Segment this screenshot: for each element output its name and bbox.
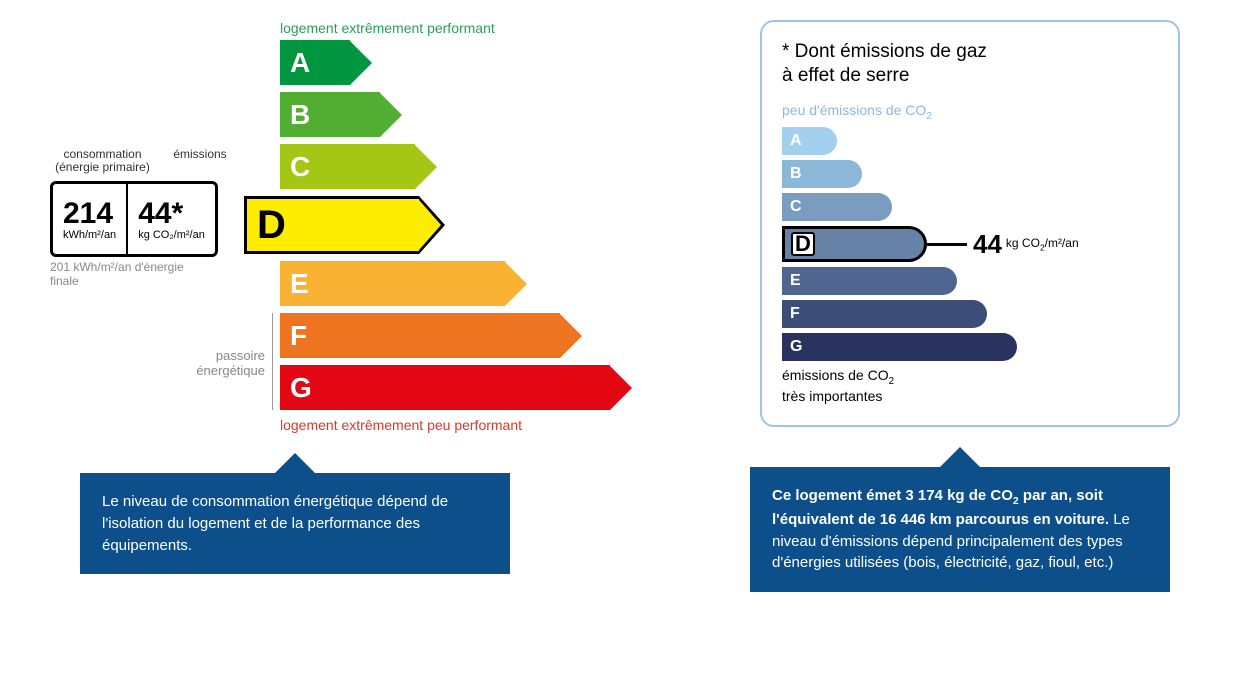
ges-row-c: C xyxy=(782,193,1158,221)
dpe-callout-text: Le niveau de consommation énergétique dé… xyxy=(102,493,448,554)
dpe-bars: ABCconsommation(énergie primaire)émissio… xyxy=(20,40,660,410)
ges-bar-label: D xyxy=(791,232,815,256)
ges-bottom-label: émissions de CO2très importantes xyxy=(782,367,1158,404)
ges-row-e: E xyxy=(782,267,1158,295)
page-container: logement extrêmement performant ABCconso… xyxy=(20,20,1215,592)
dpe-arrow-label: A xyxy=(280,40,350,85)
dpe-row-d: consommation(énergie primaire)émissions2… xyxy=(20,196,660,254)
dpe-consumption-unit: kWh/m²/an xyxy=(63,229,116,241)
ges-row-g: G xyxy=(782,333,1158,361)
ges-bar-g: G xyxy=(782,333,1017,361)
ges-row-d: D 44kg CO2/m²/an xyxy=(782,226,1158,262)
ges-bar-a: A xyxy=(782,127,837,155)
dpe-value-box: 214kWh/m²/an44*kg CO₂/m²/an xyxy=(50,181,218,257)
dpe-callout: Le niveau de consommation énergétique dé… xyxy=(80,473,510,574)
dpe-value-emissions: 44*kg CO₂/m²/an xyxy=(128,184,215,254)
dpe-arrow-label: G xyxy=(280,365,610,410)
dpe-emissions-value: 44* xyxy=(138,199,205,229)
ges-bar-b: B xyxy=(782,160,862,188)
ges-row-a: A xyxy=(782,127,1158,155)
ges-row-f: F xyxy=(782,300,1158,328)
dpe-panel: logement extrêmement performant ABCconso… xyxy=(20,20,660,574)
ges-row-b: B xyxy=(782,160,1158,188)
dpe-value-consumption: 214kWh/m²/an xyxy=(53,184,126,254)
ges-bars: ABCD 44kg CO2/m²/an EFG xyxy=(782,127,1158,361)
ges-top-label: peu d'émissions de CO2 xyxy=(782,102,1158,122)
ges-panel: * Dont émissions de gazà effet de serre … xyxy=(760,20,1180,592)
ges-card: * Dont émissions de gazà effet de serre … xyxy=(760,20,1180,427)
dpe-top-label: logement extrêmement performant xyxy=(280,20,660,36)
dpe-value-headers: consommation(énergie primaire)émissions xyxy=(50,148,245,174)
dpe-emissions-unit: kg CO₂/m²/an xyxy=(138,229,205,241)
dpe-arrow-b: B xyxy=(280,92,402,137)
ges-bar-f: F xyxy=(782,300,987,328)
dpe-arrow-label: C xyxy=(280,144,415,189)
dpe-arrow-f: F xyxy=(280,313,582,358)
ges-bar-d: D xyxy=(782,226,927,262)
dpe-arrow-a: A xyxy=(280,40,372,85)
ges-unit: kg CO2/m²/an xyxy=(1006,236,1079,252)
dpe-row-g: G xyxy=(20,365,660,410)
dpe-header-emissions: émissions xyxy=(155,148,245,174)
dpe-value-footer: 201 kWh/m²/an d'énergie finale xyxy=(50,260,190,289)
passoire-line xyxy=(272,313,273,410)
dpe-header-consumption: consommation(énergie primaire) xyxy=(50,148,155,174)
ges-bar-e: E xyxy=(782,267,957,295)
dpe-row-a: A xyxy=(20,40,660,85)
dpe-arrow-d: D xyxy=(250,203,445,248)
dpe-row-b: B xyxy=(20,92,660,137)
dpe-arrow-label: B xyxy=(280,92,380,137)
ges-value: 44 xyxy=(973,229,1002,260)
ges-connector xyxy=(927,243,967,246)
ges-callout: Ce logement émet 3 174 kg de CO2 par an,… xyxy=(750,467,1170,592)
dpe-arrow-g: G xyxy=(280,365,632,410)
dpe-bottom-label: logement extrêmement peu performant xyxy=(280,417,660,433)
ges-bar-c: C xyxy=(782,193,892,221)
passoire-label: passoireénergétique xyxy=(175,348,265,379)
ges-callout-bold: Ce logement émet 3 174 kg de CO2 par an,… xyxy=(772,487,1113,528)
ges-title: * Dont émissions de gazà effet de serre xyxy=(782,40,1158,88)
dpe-row-f: F xyxy=(20,313,660,358)
dpe-arrow-label: F xyxy=(280,313,560,358)
dpe-arrow-e: E xyxy=(280,261,527,306)
dpe-arrow-label: D xyxy=(244,196,419,254)
dpe-arrow-c: C xyxy=(280,144,437,189)
dpe-consumption-value: 214 xyxy=(63,199,116,229)
dpe-arrow-label: E xyxy=(280,261,505,306)
